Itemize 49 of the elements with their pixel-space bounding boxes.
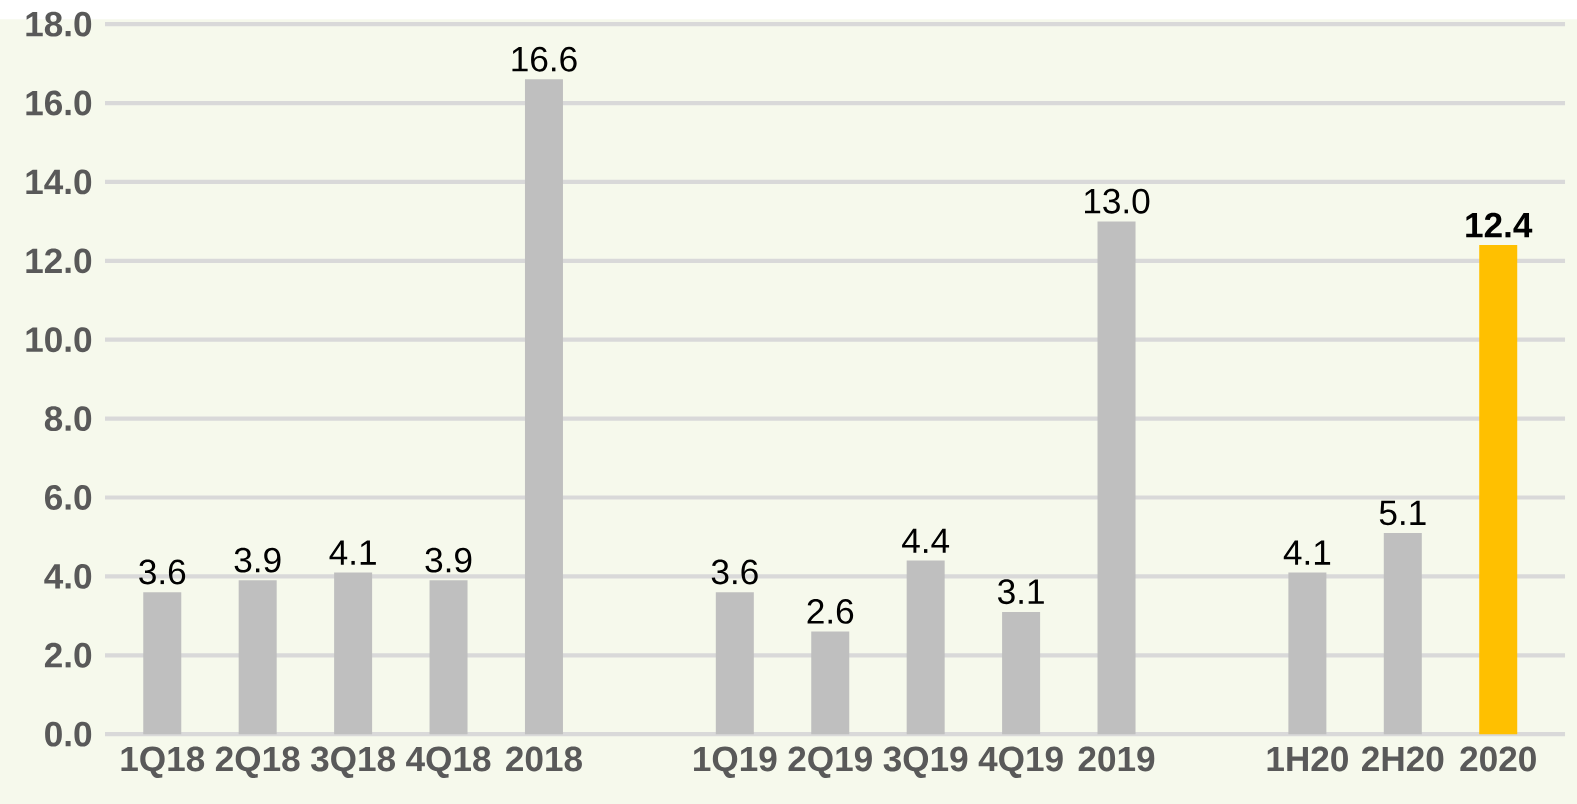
y-tick-label: 8.0	[44, 406, 92, 431]
y-tick-label: 6.0	[45, 484, 92, 510]
bar	[1288, 572, 1327, 735]
bar	[715, 592, 754, 735]
x-tick-label: 1Q18	[121, 746, 205, 778]
x-tick-label: 2019	[1078, 746, 1155, 772]
bar	[238, 580, 277, 735]
data-label: 4.1	[329, 540, 376, 565]
data-label: 3.6	[711, 559, 758, 585]
data-label: 4.4	[902, 528, 950, 553]
data-label: 3.6	[139, 559, 186, 585]
x-tick-label: 3Q19	[883, 746, 968, 778]
data-label: 3.1	[997, 579, 1044, 605]
bar	[811, 631, 850, 735]
bar	[906, 560, 945, 735]
y-tick-label: 2.0	[44, 642, 92, 668]
data-label: 3.9	[234, 547, 281, 573]
bar	[1479, 244, 1518, 735]
x-tick-label: 2Q18	[215, 746, 300, 778]
y-tick-label: 14.0	[26, 169, 92, 195]
y-tick-label: 12.0	[26, 248, 92, 274]
x-tick-label: 2H20	[1362, 746, 1444, 772]
y-tick-label: 10.0	[26, 327, 92, 353]
y-tick-label: 16.0	[26, 90, 92, 116]
x-tick-label: 1H20	[1267, 746, 1348, 772]
x-tick-label: 2020	[1460, 746, 1536, 772]
x-tick-label: 4Q18	[406, 746, 491, 778]
x-tick-label: 3Q18	[310, 746, 396, 778]
data-label: 5.1	[1379, 500, 1426, 526]
bar	[334, 572, 373, 735]
y-tick-label: 0.0	[45, 721, 92, 747]
data-label: 4.1	[1283, 540, 1331, 565]
data-label: 3.9	[425, 547, 472, 573]
bar	[1097, 221, 1136, 735]
bar	[429, 580, 468, 735]
x-tick-label: 4Q19	[978, 746, 1063, 778]
x-tick-label: 2Q19	[788, 746, 872, 778]
bar	[143, 592, 182, 735]
y-tick-label: 4.0	[44, 563, 92, 589]
data-label: 2.6	[807, 598, 854, 624]
data-label: 12.4	[1466, 212, 1533, 238]
data-label: 16.6	[512, 46, 577, 72]
data-label: 13.0	[1085, 188, 1150, 214]
x-tick-label: 2018	[506, 746, 582, 772]
x-tick-label: 1Q19	[694, 746, 777, 778]
bar	[1002, 611, 1041, 735]
bar	[524, 79, 563, 735]
y-tick-label: 18.0	[26, 11, 92, 37]
bar	[1383, 532, 1422, 735]
